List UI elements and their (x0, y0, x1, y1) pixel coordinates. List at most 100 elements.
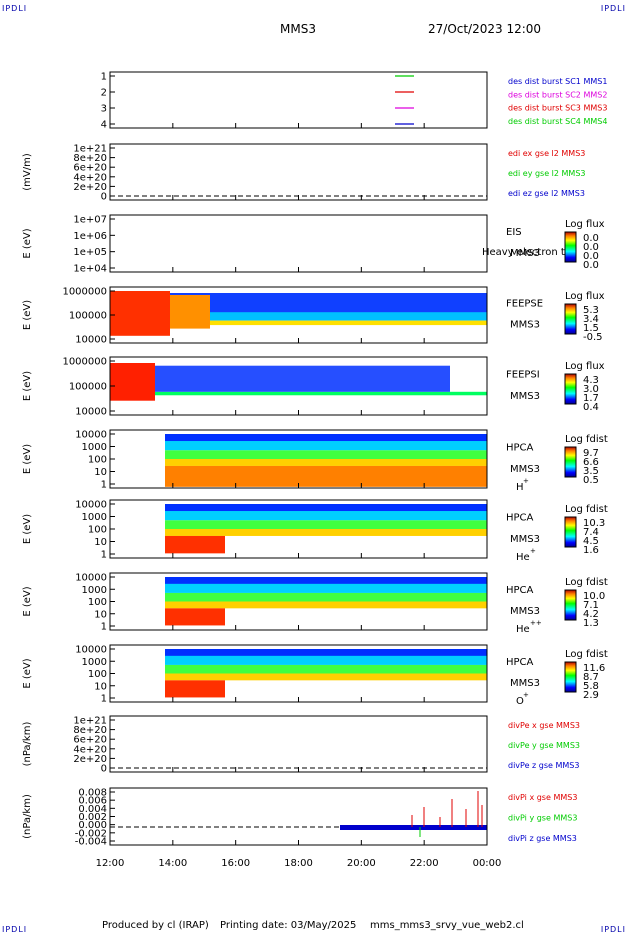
instrument-label: FEEPSI (506, 369, 540, 380)
species-charge: ++ (530, 619, 542, 627)
legend-entry: des dist burst SC3 MMS3 (508, 104, 607, 113)
y-axis-label: (nPa/km) (22, 722, 33, 767)
spacecraft-label: MMS3 (510, 248, 540, 259)
y-tick-label: 10000 (75, 407, 107, 418)
spectro-band-3 (165, 592, 487, 602)
x-tick-label: 20:00 (347, 858, 376, 869)
spectro-band-4 (165, 459, 487, 466)
colorbar-title: Log fdist (565, 577, 608, 588)
colorbar-tick-label: 0.0 (583, 233, 599, 244)
legend-entry: edi ez gse l2 MMS3 (508, 189, 585, 198)
colorbar-tick-label: 7.4 (583, 527, 599, 538)
footer-printing-date: Printing date: 03/May/2025 (220, 920, 357, 931)
y-tick-label: 10 (94, 609, 107, 620)
y-axis-label: E (eV) (22, 228, 33, 258)
spectro-band-2 (165, 583, 487, 593)
spectro-band-low (110, 391, 487, 396)
y-tick-label: 10 (94, 467, 107, 478)
legend-entry: edi ey gse l2 MMS3 (508, 169, 586, 178)
x-tick-label: 16:00 (221, 858, 250, 869)
colorbar-tick-label: 1.3 (583, 618, 599, 629)
spectro-band-2 (165, 511, 487, 521)
legend-entry: des dist burst SC2 MMS2 (508, 90, 607, 99)
y-tick-label: 1 (101, 694, 107, 705)
spectro-band-low (110, 320, 487, 326)
y-tick-label: 2 (101, 88, 107, 99)
spectro-band-1 (165, 649, 487, 658)
footer-script: mms_mms3_srvy_vue_web2.cl (370, 920, 524, 931)
colorbar-tick-label: 3.5 (583, 466, 599, 477)
y-tick-label: 1e+06 (73, 231, 107, 242)
species-label: H (516, 482, 524, 493)
legend-entry: divPi x gse MMS3 (508, 793, 577, 802)
y-tick-label: 100000 (69, 311, 107, 322)
colorbar-title: Log fdist (565, 504, 608, 515)
y-tick-label: 1000 (82, 442, 107, 453)
spectro-band-4 (165, 529, 487, 536)
instrument-label: FEEPSE (506, 299, 543, 310)
y-tick-label: 4 (101, 120, 107, 131)
y-tick-label: 1e+21 (73, 144, 107, 155)
colorbar-tick-label: 6.6 (583, 457, 599, 468)
panel-frame-divpe (109, 715, 488, 773)
colorbar-tick-label: 1.6 (583, 545, 599, 556)
spacecraft-label: MMS3 (510, 606, 540, 617)
colorbar-tick-label: 7.1 (583, 600, 599, 611)
spectro-band-5 (165, 465, 487, 487)
spectro-band-4 (165, 673, 487, 681)
colorbar-tick-label: -0.5 (583, 332, 603, 343)
colorbar-tick-label: 9.7 (583, 448, 599, 459)
y-axis-label: E (eV) (22, 586, 33, 616)
spectro-band-5 (165, 680, 225, 698)
legend-entry: divPe y gse MMS3 (508, 741, 580, 750)
y-tick-label: 10000 (75, 645, 107, 656)
y-tick-label: 1e+04 (73, 264, 107, 275)
legend-entry: divPi y gse MMS3 (508, 814, 577, 823)
y-tick-label: 1 (101, 550, 107, 561)
corner-tr-label: IPDLI (600, 4, 626, 13)
spectro-band-3 (165, 664, 487, 674)
colorbar-tick-label: 2.9 (583, 690, 599, 701)
y-axis-label: E (eV) (22, 300, 33, 330)
y-tick-label: 0.000 (78, 820, 107, 831)
y-tick-label: 10000 (75, 335, 107, 346)
y-axis-label: (mV/m) (22, 153, 33, 191)
y-tick-label: 1e+05 (73, 247, 107, 258)
legend-entry: des dist burst SC4 MMS4 (508, 117, 607, 126)
corner-br-label: IPDLI (600, 925, 626, 934)
legend-entry: divPi z gse MMS3 (508, 834, 577, 843)
species-charge: + (523, 691, 529, 699)
y-tick-label: 100000 (69, 382, 107, 393)
colorbar (564, 303, 577, 335)
colorbar-tick-label: 0.0 (583, 242, 599, 253)
colorbar-tick-label: 3.0 (583, 384, 599, 395)
colorbar (564, 589, 577, 621)
y-tick-label: 2e+20 (73, 182, 107, 193)
colorbar-tick-label: 0.5 (583, 475, 599, 486)
y-tick-label: 0 (101, 192, 107, 203)
y-tick-label: 10000 (75, 573, 107, 584)
x-tick-label: 14:00 (158, 858, 187, 869)
spectro-band-4 (165, 601, 487, 609)
y-axis-label: (nPa/km) (22, 794, 33, 839)
colorbar-tick-label: 0.0 (583, 260, 599, 271)
y-tick-label: 4e+20 (73, 744, 107, 755)
y-tick-label: 3 (101, 104, 107, 115)
y-tick-label: 1 (101, 622, 107, 633)
y-tick-label: 1e+21 (73, 716, 107, 727)
x-tick-label: 22:00 (410, 858, 439, 869)
species-charge: + (530, 547, 536, 555)
instrument-label: HPCA (506, 512, 534, 523)
instrument-label: HPCA (506, 442, 534, 453)
y-tick-label: -0.002 (75, 828, 107, 839)
overlay-text: Heavy electron to (482, 247, 571, 258)
colorbar-tick-label: 10.3 (583, 518, 605, 529)
spectro-band-2 (165, 441, 487, 451)
colorbar-title: Log flux (565, 361, 605, 372)
y-tick-label: 100 (88, 455, 107, 466)
spectro-hot-region (110, 363, 155, 401)
spacecraft-label: MMS3 (510, 678, 540, 689)
colorbar-tick-label: 1.7 (583, 393, 599, 404)
spectro-band-high (150, 365, 450, 392)
y-tick-label: 8e+20 (73, 153, 107, 164)
